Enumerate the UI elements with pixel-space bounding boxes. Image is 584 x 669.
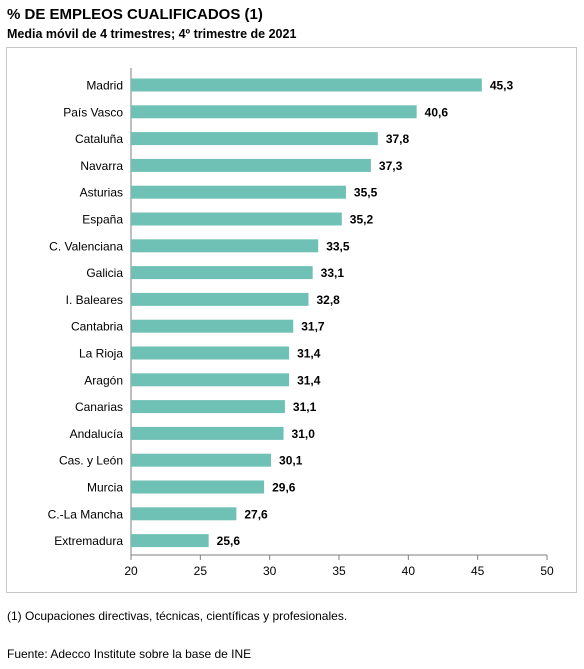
value-label: 40,6 <box>425 105 449 119</box>
category-label: Cas. y León <box>59 454 123 468</box>
value-label: 27,6 <box>244 507 268 521</box>
x-tick-label: 35 <box>332 564 346 578</box>
category-label: Navarra <box>80 159 123 173</box>
value-label: 45,3 <box>490 79 514 93</box>
category-label: Cantabria <box>71 320 123 334</box>
category-label: La Rioja <box>79 347 123 361</box>
category-label: Murcia <box>87 481 123 495</box>
value-label: 37,8 <box>386 132 410 146</box>
value-label: 33,1 <box>321 266 345 280</box>
category-label: Madrid <box>86 79 123 93</box>
bar-6 <box>131 239 319 253</box>
bar-5 <box>131 212 342 226</box>
chart-title: % DE EMPLEOS CUALIFICADOS (1) <box>7 6 263 23</box>
bar-0 <box>131 78 482 92</box>
category-label: Extremadura <box>54 534 123 548</box>
x-tick-label: 40 <box>402 564 416 578</box>
bar-10 <box>131 346 290 360</box>
value-label: 31,7 <box>301 320 325 334</box>
bar-2 <box>131 132 378 146</box>
x-tick-label: 30 <box>263 564 277 578</box>
value-label: 33,5 <box>326 239 350 253</box>
category-label: I. Baleares <box>66 293 123 307</box>
source-note: Fuente: Adecco Institute sobre la base d… <box>7 647 252 661</box>
x-tick-label: 20 <box>124 564 138 578</box>
value-label: 29,6 <box>272 481 296 495</box>
value-label: 35,2 <box>350 213 374 227</box>
bar-15 <box>131 480 265 494</box>
bar-3 <box>131 158 371 172</box>
value-label: 30,1 <box>279 454 303 468</box>
category-label: Galicia <box>86 266 123 280</box>
bar-9 <box>131 319 294 333</box>
bar-8 <box>131 292 309 306</box>
chart-subtitle: Media móvil de 4 trimestres; 4º trimestr… <box>7 27 297 41</box>
category-label: Andalucía <box>70 427 124 441</box>
chart-panel: Madrid 45,3 País Vasco 40,6 Cataluña 37,8 Nava… <box>6 47 577 593</box>
value-label: 31,1 <box>293 400 317 414</box>
bar-7 <box>131 266 313 280</box>
x-tick-label: 50 <box>540 564 554 578</box>
category-label: C. Valenciana <box>49 239 123 253</box>
bar-4 <box>131 185 346 199</box>
footnote: (1) Ocupaciones directivas, técnicas, ci… <box>7 609 348 623</box>
bar-14 <box>131 453 272 467</box>
category-label: Canarias <box>75 400 123 414</box>
category-label: Aragón <box>84 373 123 387</box>
bar-1 <box>131 105 417 119</box>
value-label: 31,4 <box>297 347 321 361</box>
value-label: 25,6 <box>217 534 241 548</box>
value-label: 37,3 <box>379 159 403 173</box>
value-label: 32,8 <box>316 293 340 307</box>
bar-13 <box>131 426 284 440</box>
value-label: 35,5 <box>354 186 378 200</box>
category-label: País Vasco <box>63 105 123 119</box>
value-label: 31,4 <box>297 373 321 387</box>
x-tick-label: 25 <box>194 564 208 578</box>
category-label: C.-La Mancha <box>48 507 124 521</box>
category-label: Cataluña <box>75 132 123 146</box>
bar-17 <box>131 534 209 548</box>
category-label: España <box>82 213 123 227</box>
bar-16 <box>131 507 237 521</box>
bar-12 <box>131 400 285 414</box>
category-label: Asturias <box>80 186 123 200</box>
bar-chart: Madrid 45,3 País Vasco 40,6 Cataluña 37,8 Nava… <box>48 68 554 578</box>
x-tick-label: 45 <box>471 564 485 578</box>
value-label: 31,0 <box>292 427 316 441</box>
bar-11 <box>131 373 290 387</box>
